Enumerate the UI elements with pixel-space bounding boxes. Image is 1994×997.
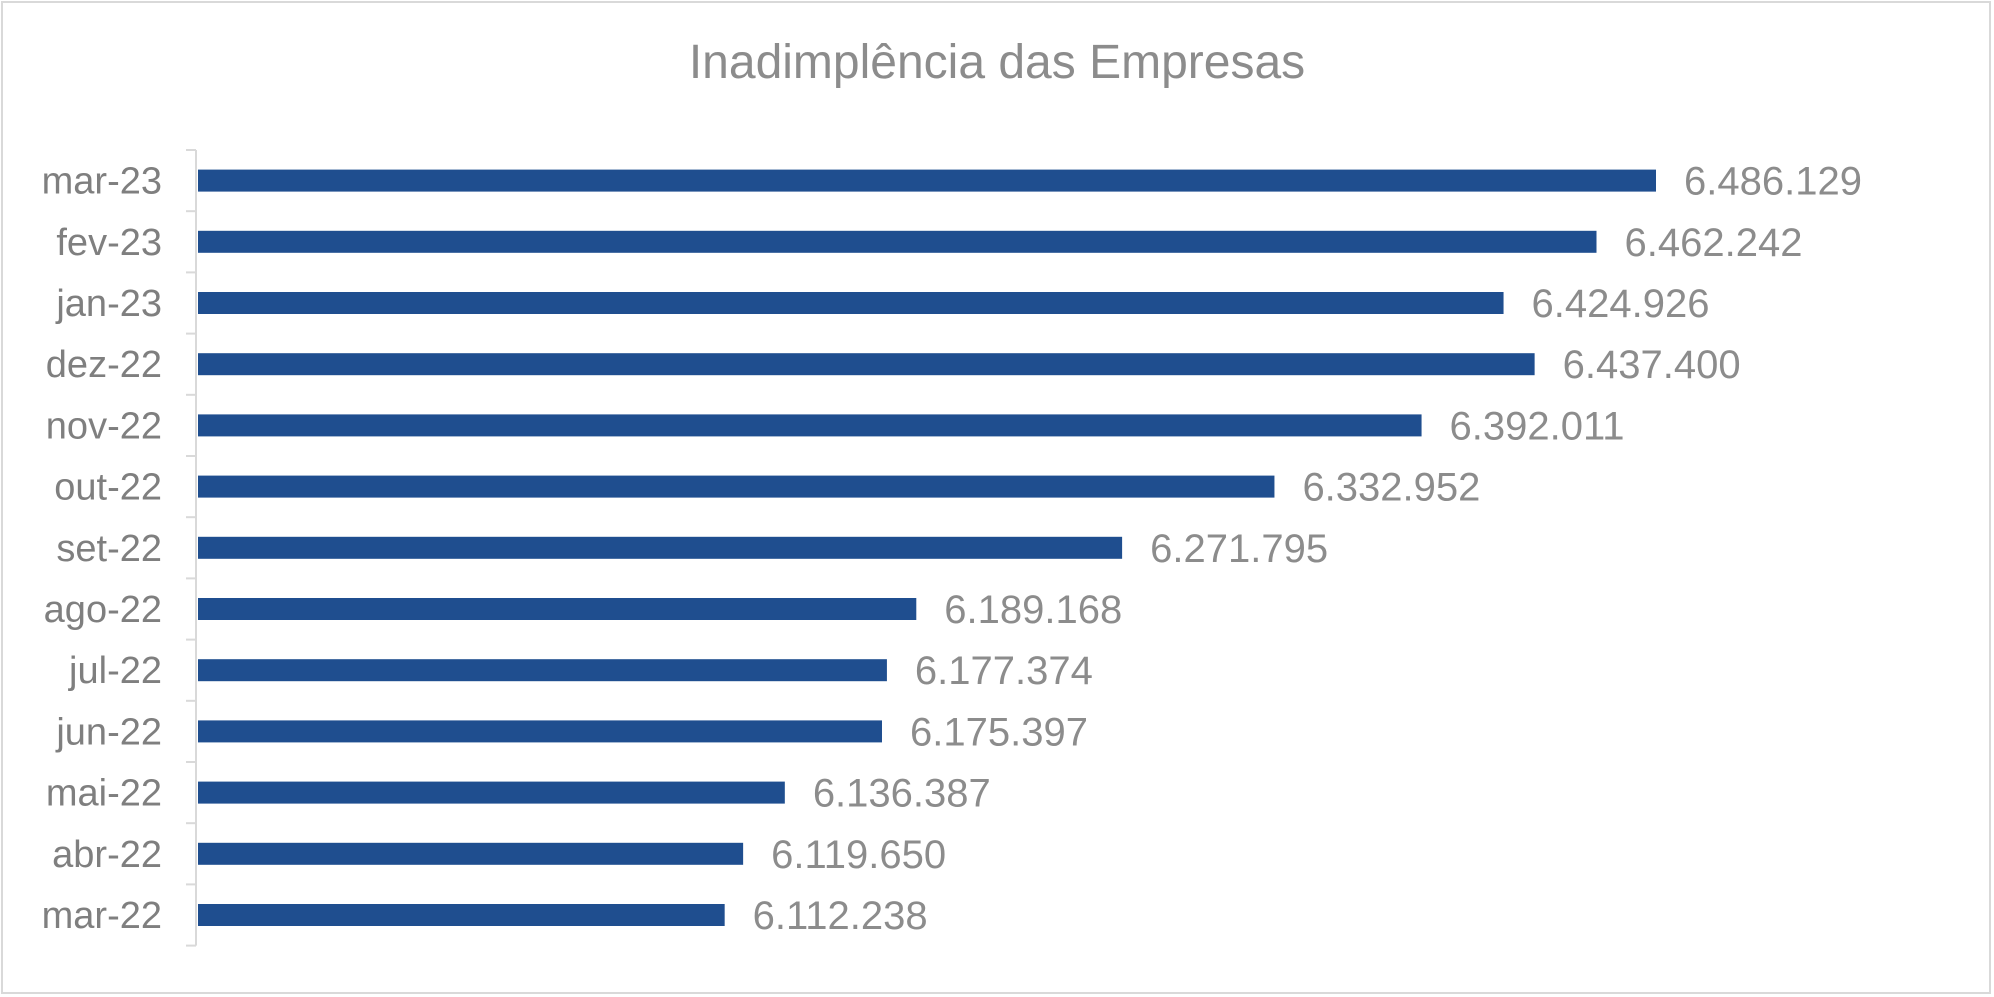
data-label: 6.112.238 <box>753 894 928 938</box>
data-label: 6.177.374 <box>915 649 1093 693</box>
category-label: set-22 <box>56 528 162 570</box>
bar-ago-22 <box>198 598 917 620</box>
bars <box>198 169 1656 926</box>
data-label: 6.175.397 <box>910 710 1088 754</box>
data-label: 6.392.011 <box>1450 404 1625 448</box>
bar-abr-22 <box>198 842 744 865</box>
category-label: dez-22 <box>46 344 162 386</box>
data-label: 6.424.926 <box>1532 282 1710 326</box>
category-label: out-22 <box>54 467 162 509</box>
data-label: 6.189.168 <box>944 588 1122 632</box>
data-label: 6.119.650 <box>771 833 946 877</box>
category-label: jul-22 <box>68 650 162 692</box>
bar-dez-22 <box>198 353 1535 376</box>
data-label: 6.332.952 <box>1302 466 1480 510</box>
y-axis <box>186 149 197 947</box>
category-label: fev-23 <box>56 222 162 264</box>
data-label: 6.437.400 <box>1563 343 1741 387</box>
bar-jan-23 <box>198 292 1504 314</box>
bar-set-22 <box>198 536 1123 559</box>
data-label: 6.462.242 <box>1624 221 1802 265</box>
bar-fev-23 <box>198 230 1597 253</box>
category-label: nov-22 <box>46 405 162 447</box>
bar-out-22 <box>198 475 1275 498</box>
data-label: 6.486.129 <box>1684 160 1862 204</box>
category-label: mai-22 <box>46 773 162 815</box>
bar-mar-22 <box>198 904 725 926</box>
category-label: ago-22 <box>44 589 162 631</box>
category-label: jan-23 <box>55 283 162 325</box>
data-label: 6.271.795 <box>1150 527 1328 571</box>
bar-nov-22 <box>198 414 1422 437</box>
bar-mai-22 <box>198 781 785 804</box>
category-label: mar-22 <box>42 895 162 937</box>
chart-title: Inadimplência das Empresas <box>688 36 1306 89</box>
category-label: mar-23 <box>42 161 162 203</box>
category-label: jun-22 <box>55 711 162 753</box>
labels: mar-23 6.486.129 fev-23 6.462.242 jan-23 6.42… <box>42 160 1862 938</box>
bar-jun-22 <box>198 720 882 743</box>
data-label: 6.136.387 <box>813 772 991 816</box>
bar-mar-23 <box>198 169 1656 192</box>
bar-jul-22 <box>198 659 887 682</box>
category-label: abr-22 <box>52 834 162 876</box>
